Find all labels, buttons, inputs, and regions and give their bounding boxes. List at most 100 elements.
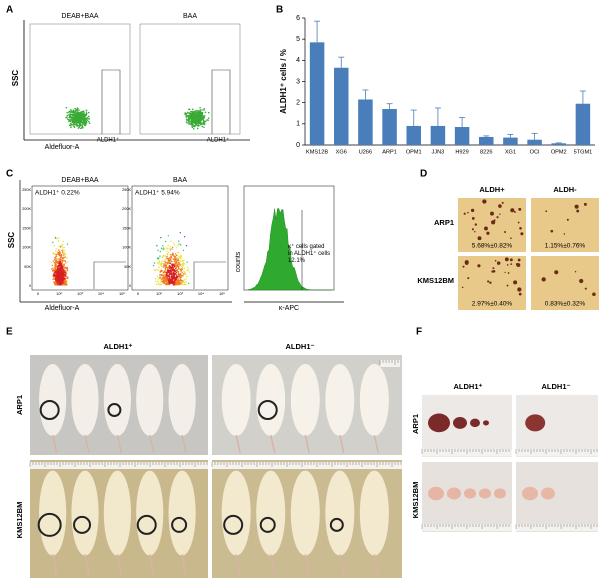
event-dot bbox=[174, 257, 176, 260]
event-dot bbox=[179, 276, 182, 278]
colony-image bbox=[531, 256, 599, 310]
event-dot bbox=[196, 117, 199, 120]
colony bbox=[474, 230, 476, 233]
event-dot bbox=[164, 266, 167, 269]
y-axis-label: SSC bbox=[11, 70, 20, 87]
x-tick-label: OPM1 bbox=[406, 149, 422, 155]
event-dot bbox=[88, 120, 90, 123]
event-dot bbox=[64, 266, 66, 268]
panel-label: F bbox=[416, 327, 422, 338]
event-dot bbox=[75, 117, 78, 119]
event-dot bbox=[201, 112, 203, 115]
panel-b: B ALDH1⁺ cells / % 0 1 2 3 4 5 6 KMS12B XG6 U266 ARP… bbox=[276, 5, 595, 155]
event-dot bbox=[178, 259, 180, 262]
event-dot bbox=[79, 119, 81, 121]
event-dot bbox=[83, 124, 86, 126]
event-dot bbox=[169, 258, 172, 260]
column-header: ALDH1⁺ bbox=[454, 382, 483, 391]
event-dot bbox=[187, 269, 190, 271]
bar bbox=[382, 109, 397, 145]
event-dot bbox=[57, 274, 59, 276]
event-dot bbox=[58, 252, 61, 255]
event-dot bbox=[75, 115, 77, 118]
mouse bbox=[103, 470, 131, 556]
event-dot bbox=[163, 279, 165, 281]
bar bbox=[406, 125, 421, 145]
event-dot bbox=[183, 282, 186, 284]
x-tick-label: 10² bbox=[56, 291, 62, 296]
event-dot bbox=[169, 249, 171, 251]
event-dot bbox=[68, 120, 70, 123]
panel-c: C SSC Aldefluor-A DEAB+BAA ALDH1⁺ 0.22% 250K 2… bbox=[6, 169, 344, 312]
event-dot bbox=[70, 126, 72, 129]
mouse bbox=[136, 470, 164, 556]
tumor bbox=[171, 516, 188, 533]
event-dot bbox=[162, 245, 164, 247]
event-dot bbox=[72, 124, 74, 126]
event-dot bbox=[75, 124, 78, 126]
event-dot bbox=[169, 262, 172, 265]
tail bbox=[304, 554, 311, 577]
percent-label: 5.68%±0.82% bbox=[472, 243, 513, 250]
event-dot bbox=[187, 282, 190, 284]
event-dot bbox=[164, 258, 167, 261]
event-dot bbox=[68, 111, 70, 114]
event-dot bbox=[61, 245, 63, 247]
event-dot bbox=[86, 117, 89, 119]
event-dot bbox=[168, 261, 170, 264]
tail bbox=[339, 554, 345, 577]
colony bbox=[490, 220, 496, 225]
event-dot bbox=[66, 283, 68, 285]
event-dot bbox=[166, 257, 168, 260]
histogram bbox=[247, 208, 333, 291]
event-dot bbox=[197, 110, 200, 113]
mouse bbox=[290, 470, 320, 556]
event-dot bbox=[187, 112, 190, 114]
event-dot bbox=[61, 249, 63, 252]
event-dot bbox=[163, 272, 165, 274]
event-dot bbox=[180, 269, 183, 271]
event-dot bbox=[65, 272, 68, 275]
event-dot bbox=[59, 275, 62, 277]
event-dot bbox=[182, 249, 185, 252]
tumor-sample bbox=[479, 488, 491, 499]
event-dot bbox=[169, 273, 172, 275]
event-dot bbox=[172, 274, 175, 276]
plot-title: BAA bbox=[173, 177, 187, 184]
event-dot bbox=[157, 282, 159, 284]
event-dot bbox=[189, 113, 192, 116]
event-dot bbox=[192, 120, 194, 123]
event-dot bbox=[61, 265, 64, 268]
event-dot bbox=[169, 282, 172, 285]
event-dot bbox=[190, 119, 193, 121]
event-dot bbox=[60, 273, 63, 275]
y-tick-label: 100K bbox=[122, 246, 131, 250]
x-tick-label: 10⁵ bbox=[219, 291, 225, 296]
note-line: in ALDH1⁺ cells bbox=[288, 250, 332, 257]
event-dot bbox=[55, 277, 57, 279]
event-dot bbox=[179, 280, 181, 282]
event-dot bbox=[172, 267, 175, 269]
event-dot bbox=[181, 282, 183, 285]
colony bbox=[489, 281, 492, 284]
event-dot bbox=[52, 268, 55, 271]
colony-image bbox=[531, 198, 599, 252]
y-tick-label: 4 bbox=[296, 57, 300, 64]
ruler bbox=[516, 449, 598, 456]
event-dot bbox=[59, 265, 61, 267]
event-dot bbox=[61, 251, 64, 253]
event-dot bbox=[176, 276, 178, 279]
event-dot bbox=[81, 123, 83, 125]
event-dot bbox=[194, 121, 197, 123]
x-tick-label: 10⁴ bbox=[98, 291, 104, 296]
tumor bbox=[136, 514, 157, 535]
event-dot bbox=[201, 118, 203, 120]
event-dot bbox=[190, 110, 193, 113]
event-dot bbox=[170, 268, 172, 270]
x-axis-label: Aldefluor-A bbox=[45, 144, 80, 151]
event-dot bbox=[70, 110, 73, 112]
event-dot bbox=[168, 274, 171, 276]
event-dot bbox=[54, 284, 56, 286]
event-dot bbox=[78, 122, 81, 125]
event-dot bbox=[166, 262, 168, 264]
